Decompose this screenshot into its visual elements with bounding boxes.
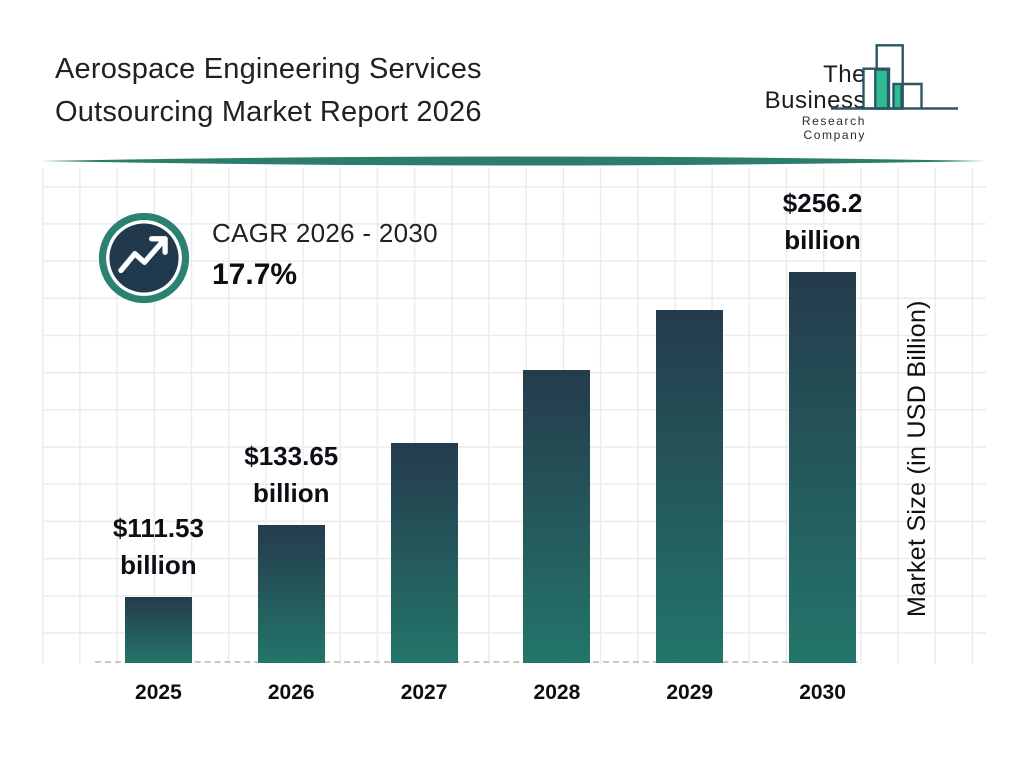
bar-column-2025: $111.53 billion — [92, 168, 225, 663]
bar — [523, 370, 591, 663]
bar-column-2030: $256.2 billion — [756, 168, 889, 663]
bar-column-2026: $133.65 billion — [225, 168, 358, 663]
bar-column-2027 — [358, 168, 491, 663]
cagr-callout: CAGR 2026 - 2030 17.7% — [212, 218, 438, 292]
bar — [124, 597, 192, 663]
bar-column-2028 — [490, 168, 623, 663]
chart-baseline — [95, 661, 858, 663]
company-logo-text: The Business Research Company — [764, 62, 866, 143]
company-subtitle: Research Company — [801, 114, 866, 142]
bar-chart-logo-icon — [831, 44, 958, 110]
bar-column-2029 — [623, 168, 756, 663]
page-title-line1: Aerospace Engineering Services — [55, 53, 482, 85]
bar-value-label: $133.65 billion — [244, 441, 339, 508]
cagr-label: CAGR 2026 - 2030 — [212, 218, 438, 248]
bar — [390, 443, 458, 663]
x-axis-tick-2027: 2027 — [400, 681, 448, 704]
page-title: Aerospace Engineering Services Outsourci… — [55, 48, 482, 134]
trend-up-arrow-icon — [98, 212, 190, 304]
x-axis-labels: 2025 2026 2027 2028 2029 2030 — [92, 681, 889, 705]
x-axis-tick-2026: 2026 — [267, 681, 315, 704]
header-divider — [41, 156, 985, 166]
x-axis-tick-2030: 2030 — [799, 681, 846, 704]
bar — [789, 272, 857, 663]
cagr-value: 17.7% — [212, 258, 298, 291]
bar-value-label: $111.53 billion — [112, 513, 204, 580]
bar — [257, 525, 325, 663]
y-axis-title: Market Size (in USD Billion) — [903, 300, 931, 618]
x-axis-tick-2025: 2025 — [135, 681, 182, 704]
bar-value-label: $256.2 billion — [782, 188, 863, 255]
page-title-line2: Outsourcing Market Report 2026 — [55, 96, 482, 128]
bar — [656, 310, 724, 663]
bar-chart: $111.53 billion $133.65 billion — [92, 168, 889, 663]
company-logo: The Business Research Company — [764, 36, 1024, 142]
x-axis-tick-2029: 2029 — [666, 681, 714, 704]
x-axis-tick-2028: 2028 — [533, 681, 581, 704]
